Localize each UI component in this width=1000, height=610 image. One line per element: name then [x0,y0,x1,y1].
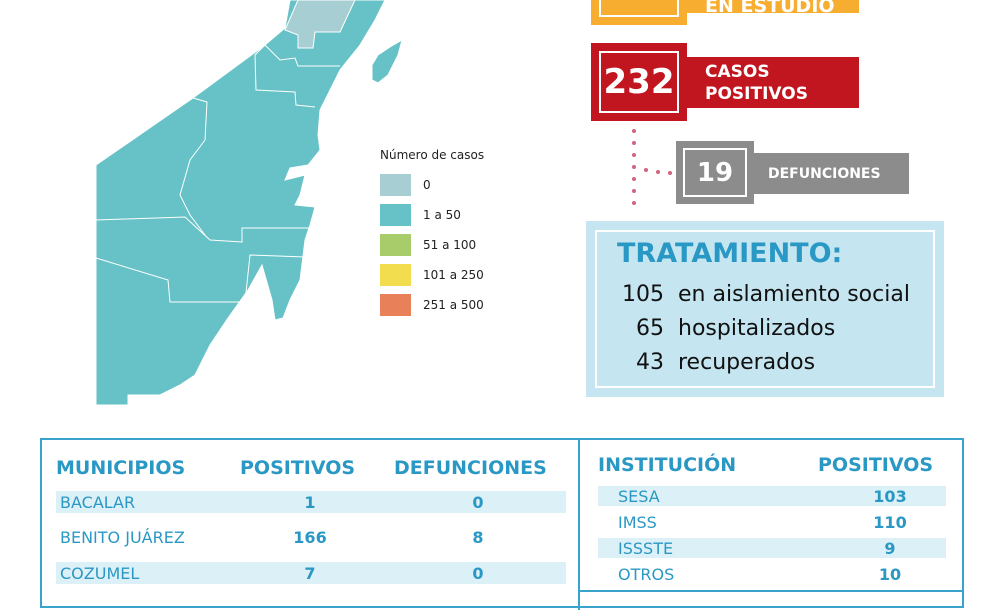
defunciones-number-box: 19 [676,141,754,204]
table-row: BACALAR 1 0 [56,491,566,513]
legend-title: Número de casos [380,148,485,162]
map-region-zero [284,0,356,49]
table-row: IMSS 110 [618,512,907,532]
defunciones-label-bar: DEFUNCIONES [754,153,909,194]
positivos-number-box: 232 [591,43,687,121]
positivos-label-bar: CASOS POSITIVOS [687,57,859,108]
estudio-label-bar: EN ESTUDIO [687,0,859,13]
estudio-number-box [591,0,687,25]
legend-item: 251 a 500 [380,290,484,320]
dotted-connector [632,129,672,205]
legend-item: 101 a 250 [380,260,484,290]
legend-item: 51 a 100 [380,230,484,260]
state-map [95,0,403,406]
legend-item: 1 a 50 [380,200,484,230]
table-row: OTROS 10 [618,564,902,584]
table-row: SESA 103 [598,486,946,506]
legend-item: 0 [380,170,484,200]
tratamiento-title: TRATAMIENTO: [617,238,843,269]
table-row: COZUMEL 7 0 [56,562,566,584]
table-row: BENITO JUÁREZ 166 8 [60,527,484,547]
table-row: ISSSTE 9 [598,538,946,558]
tratamiento-panel: TRATAMIENTO: 105 en aislamiento social 65… [586,221,944,397]
tables-panel: MUNICIPIOS POSITIVOS DEFUNCIONES BACALAR… [40,438,964,610]
tratamiento-item: 105 en aislamiento social [622,282,910,307]
tratamiento-item: 43 recuperados [636,350,816,375]
map-legend: Número de casos 0 1 a 50 51 a 100 101 a … [380,148,484,320]
map-region [95,0,386,406]
tratamiento-item: 65 hospitalizados [636,316,836,341]
cozumel-island [371,38,403,84]
